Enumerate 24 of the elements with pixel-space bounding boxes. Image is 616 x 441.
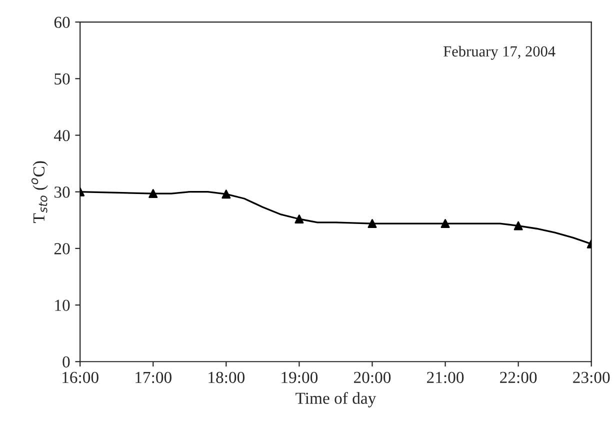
y-tick-label: 20 [54, 243, 70, 254]
x-tick-label: 23:00 [573, 372, 610, 384]
point [514, 221, 523, 230]
x-tick-label: 18:00 [208, 372, 245, 384]
point [440, 219, 450, 228]
y-tick-label: 0 [62, 356, 70, 368]
x-tick-label: 16:00 [62, 372, 98, 384]
x-tick-label: 19:00 [282, 372, 318, 384]
point [148, 189, 158, 198]
x-tick-label: 22:00 [500, 372, 537, 384]
x-axis-title: Time of day [296, 392, 376, 408]
point [368, 219, 377, 228]
y-tick-label: 50 [54, 73, 70, 85]
y-tick-label: 30 [54, 186, 70, 198]
y-tick-label: 10 [55, 300, 70, 311]
x-tick-label: 20:00 [354, 372, 391, 384]
annotation: February 17, 2004 [444, 46, 556, 60]
y-axis-title: T$_{sto}$ ($^{o}$C) [31, 161, 48, 223]
y-tick-label: 40 [54, 130, 70, 142]
y-tick-label: 60 [54, 16, 70, 28]
point [222, 190, 231, 199]
x-tick-label: 21:00 [427, 372, 464, 384]
x-tick-label: 17:00 [136, 372, 172, 384]
point [294, 214, 304, 224]
